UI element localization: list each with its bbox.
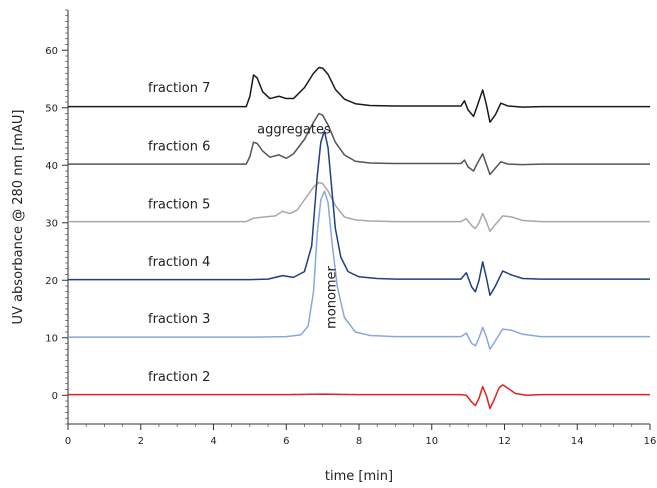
trace-fraction-4 xyxy=(68,130,650,296)
x-tick-label: 14 xyxy=(571,436,584,447)
y-tick-label: 0 xyxy=(52,391,58,402)
trace-label: fraction 5 xyxy=(148,197,210,212)
x-tick-label: 2 xyxy=(138,436,144,447)
x-axis-title: time [min] xyxy=(325,469,393,484)
traces xyxy=(68,66,650,410)
y-tick-label: 60 xyxy=(45,46,58,57)
x-tick-label: 12 xyxy=(498,436,511,447)
trace-fraction-7 xyxy=(68,66,650,123)
axes xyxy=(67,10,650,425)
trace-fraction-3 xyxy=(68,190,650,350)
trace-fraction-2 xyxy=(68,384,650,410)
annotations: aggregates monomer xyxy=(257,123,339,329)
y-ticks: 0 10 20 30 40 50 60 xyxy=(45,9,68,425)
y-tick-label: 30 xyxy=(45,218,58,229)
trace-label: fraction 7 xyxy=(148,81,210,96)
x-tick-label: 4 xyxy=(210,436,216,447)
y-tick-label: 10 xyxy=(45,333,58,344)
x-tick-label: 8 xyxy=(356,436,362,447)
trace-label: fraction 2 xyxy=(148,370,210,385)
y-axis-title: UV absorbance @ 280 nm [mAU] xyxy=(11,110,26,325)
trace-fraction-5 xyxy=(68,181,650,233)
annotation-aggregates: aggregates xyxy=(257,123,331,138)
y-tick-label: 20 xyxy=(45,276,58,287)
x-tick-label: 0 xyxy=(65,436,71,447)
trace-label: fraction 4 xyxy=(148,255,210,270)
x-ticks: 0 2 4 6 8 10 12 14 16 xyxy=(65,424,657,447)
trace-label: fraction 3 xyxy=(148,312,210,327)
x-tick-label: 6 xyxy=(283,436,289,447)
trace-fraction-6 xyxy=(68,112,650,176)
trace-labels: fraction 7 fraction 6 fraction 5 fraction 4… xyxy=(148,81,210,385)
x-tick-label: 16 xyxy=(644,436,657,447)
x-tick-label: 10 xyxy=(425,436,438,447)
trace-label: fraction 6 xyxy=(148,139,210,154)
y-tick-label: 50 xyxy=(45,103,58,114)
annotation-monomer: monomer xyxy=(324,265,339,328)
y-tick-label: 40 xyxy=(45,161,58,172)
